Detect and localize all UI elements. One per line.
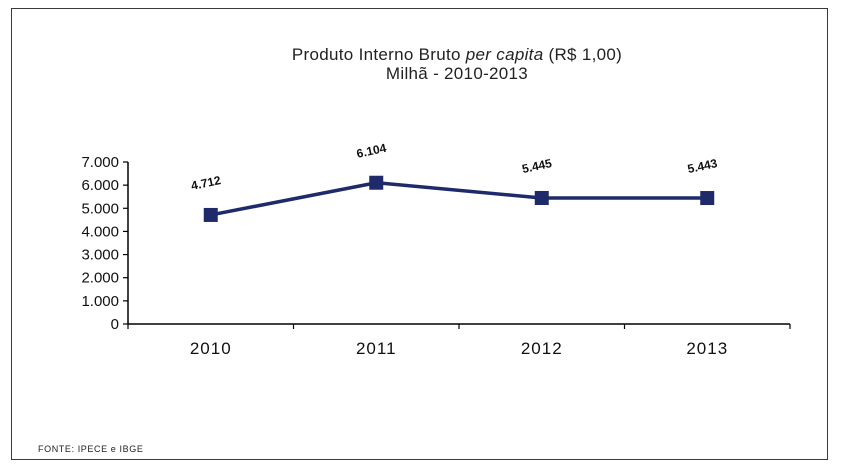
x-tick-label: 2012 [521,339,563,358]
y-tick-label: 0 [111,316,119,333]
x-tick-label: 2011 [356,339,397,358]
series [203,175,715,222]
y-tick-label: 5.000 [81,200,119,217]
chart-subtitle: Milhã - 2010-2013 [385,64,529,83]
chart-title-line-1: Produto Interno Bruto per capita (R$ 1,0… [230,45,684,64]
data-label: 6.104 [355,141,388,161]
y-tick-label: 7.000 [81,154,119,171]
data-point-marker [203,207,218,222]
data-label: 5.445 [521,156,554,176]
data-labels: 4.712 6.104 5.445 5.443 [190,141,719,193]
chart-title-italic: per capita [465,45,544,64]
chart-title: Produto Interno Bruto per capita (R$ 1,0… [230,45,684,83]
x-axis: 2010 2011 2012 2013 [127,323,791,358]
y-tick-label: 2.000 [81,270,119,287]
y-tick-label: 4.000 [81,223,119,240]
series-line [210,180,708,217]
y-tick-label: 3.000 [81,247,119,264]
chart-frame [11,8,828,460]
y-tick-label: 6.000 [81,177,119,194]
x-tick-label: 2013 [686,339,728,358]
data-point-marker [369,175,384,190]
x-tick-label: 2010 [190,339,232,358]
source-note: FONTE: IPECE e IBGE [38,444,144,454]
y-axis: 0 1.000 2.000 3.000 4.000 5.000 6.000 7.000 [81,154,129,333]
data-point-marker [700,191,715,206]
data-point-marker [534,190,549,205]
chart-title-main: Produto Interno Bruto [291,45,461,64]
data-label: 5.443 [686,156,719,176]
chart-title-unit: (R$ 1,00) [548,45,623,64]
y-tick-label: 1.000 [81,293,119,310]
data-label: 4.712 [190,173,223,193]
